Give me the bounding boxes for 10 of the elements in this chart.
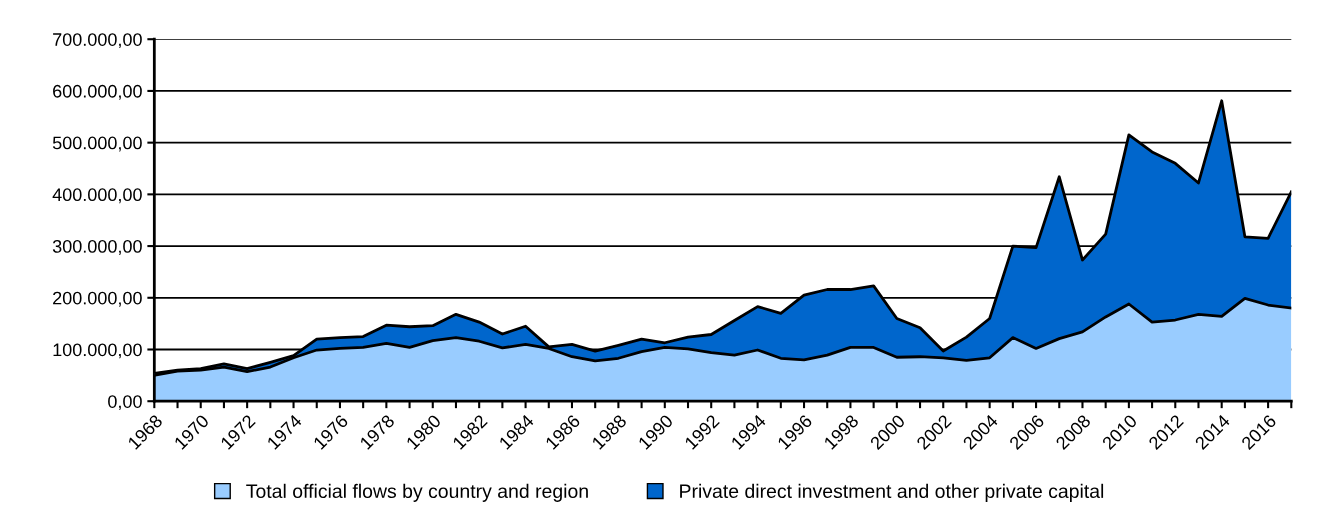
y-tick-label: 700.000,00 bbox=[53, 33, 142, 49]
y-tick-label: 200.000,00 bbox=[53, 291, 142, 307]
y-tick-label: 500.000,00 bbox=[52, 136, 142, 152]
y-tick-label: 300.000,00 bbox=[52, 240, 142, 255]
legend-label: Private direct investment and other private capital bbox=[680, 483, 1104, 502]
y-tick-label: 0,00 bbox=[108, 395, 142, 411]
legend-label: Total official flows by country and region bbox=[246, 483, 588, 502]
y-tick-label: 100.000,00 bbox=[53, 343, 142, 359]
y-tick-label: 400.000,00 bbox=[52, 188, 142, 204]
y-tick-label: 600.000,00 bbox=[53, 84, 142, 100]
